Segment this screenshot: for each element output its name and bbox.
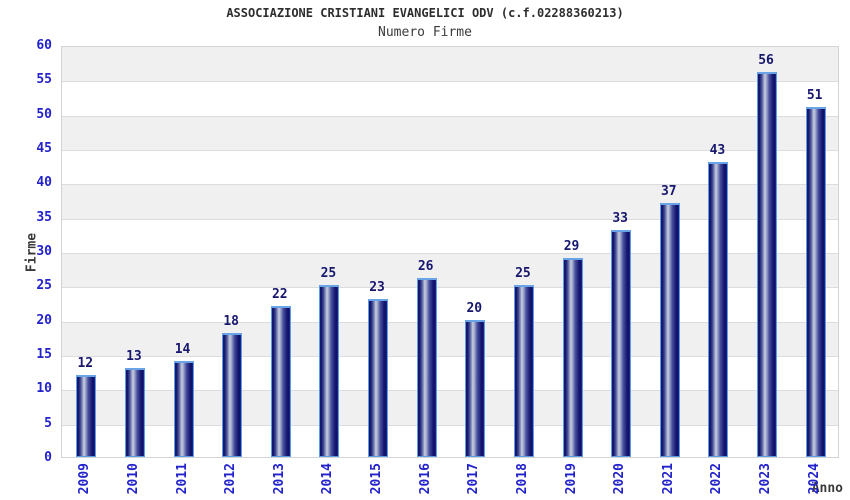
y-tick-label: 55 (36, 72, 52, 88)
gridline (62, 356, 838, 357)
gridline (62, 218, 838, 220)
bar-value-label: 18 (223, 314, 240, 330)
bar-value-label: 25 (515, 266, 531, 282)
bar-2019 (562, 257, 583, 457)
bar-2024 (805, 106, 826, 457)
bar-value-label: 13 (126, 348, 142, 364)
x-tick-label: 2012 (223, 463, 239, 495)
bar-value-label: 20 (466, 300, 483, 316)
plot-area (61, 46, 839, 458)
bar-2018 (513, 285, 534, 457)
bar-2023 (757, 72, 778, 457)
bar-value-label: 56 (758, 53, 774, 69)
bar-value-label: 51 (806, 87, 823, 103)
bar-2011 (173, 360, 194, 457)
bar-value-label: 33 (612, 211, 629, 227)
grid-band (62, 115, 838, 150)
x-tick-label: 2017 (466, 463, 482, 495)
bar-value-label: 22 (271, 286, 288, 302)
gridline (62, 150, 838, 151)
x-tick-label: 2020 (612, 463, 628, 495)
y-tick-label: 35 (36, 209, 52, 225)
x-tick-label: 2021 (660, 463, 676, 495)
gridline (62, 390, 838, 392)
bar-2015 (368, 299, 389, 457)
grid-band (62, 47, 838, 82)
gridline (62, 184, 838, 186)
y-tick-label: 25 (36, 278, 52, 294)
bar-value-label: 14 (174, 341, 191, 357)
bar-2014 (319, 285, 340, 457)
bar-2009 (76, 374, 97, 457)
bar-2020 (611, 230, 632, 457)
bar-value-label: 25 (320, 266, 337, 282)
bar-value-label: 23 (369, 280, 385, 296)
chart-subtitle: Numero Firme (378, 25, 472, 40)
x-tick-label: 2015 (369, 463, 385, 495)
y-tick-label: 45 (36, 141, 52, 156)
bar-value-label: 12 (77, 355, 94, 371)
bar-2022 (708, 161, 729, 457)
x-tick-label: 2019 (563, 463, 579, 495)
x-tick-label: 2014 (320, 463, 336, 495)
gridline (62, 287, 838, 289)
bar-2010 (124, 367, 145, 457)
x-tick-label: 2009 (77, 463, 93, 495)
bar-2016 (416, 278, 437, 457)
y-tick-label: 60 (36, 38, 52, 53)
gridline (62, 424, 838, 426)
x-tick-label: 2013 (271, 463, 287, 495)
bar-2013 (270, 305, 291, 457)
bar-2012 (222, 333, 243, 457)
gridline (62, 253, 838, 254)
x-tick-label: 2023 (758, 463, 774, 495)
x-tick-label: 2010 (125, 463, 141, 495)
gridline (62, 81, 838, 83)
chart-title: ASSOCIAZIONE CRISTIANI EVANGELICI ODV (c… (226, 6, 624, 20)
x-tick-label: 2016 (417, 463, 433, 495)
y-tick-label: 20 (36, 312, 52, 328)
x-tick-label: 2011 (174, 463, 190, 495)
x-tick-label: 2024 (806, 463, 822, 495)
bar-value-label: 37 (660, 183, 677, 199)
bar-value-label: 26 (417, 259, 434, 275)
y-tick-label: 15 (36, 347, 52, 362)
x-tick-label: 2022 (709, 463, 725, 495)
y-tick-label: 10 (36, 381, 52, 397)
gridline (62, 321, 838, 323)
y-tick-label: 0 (44, 450, 52, 465)
bar-2017 (465, 319, 486, 457)
bar-value-label: 29 (563, 238, 580, 254)
bar-value-label: 43 (709, 142, 726, 158)
y-tick-label: 40 (36, 175, 52, 191)
bar-2021 (659, 202, 680, 457)
y-tick-label: 5 (44, 415, 52, 431)
y-tick-label: 50 (36, 106, 52, 122)
x-axis-label: Anno (811, 481, 843, 496)
x-tick-label: 2018 (514, 463, 530, 495)
y-tick-label: 30 (36, 244, 52, 259)
gridline (62, 115, 838, 117)
grid-band (62, 81, 838, 115)
